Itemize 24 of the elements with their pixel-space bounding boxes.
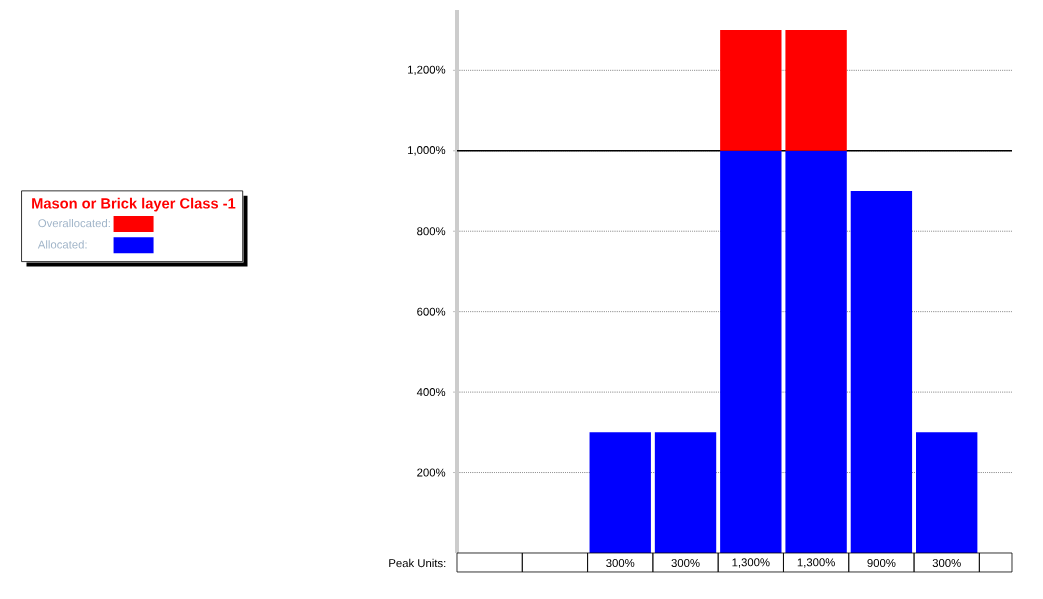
bar: [850, 190, 913, 553]
y-tick-label: 1,000%: [408, 146, 446, 156]
total-label: 300%: [671, 558, 700, 567]
y-tick-label: 1,200%: [408, 65, 446, 75]
y-tick-label: 200%: [417, 468, 446, 477]
legend-label: Allocated:: [37, 240, 87, 249]
total-label: 300%: [606, 558, 635, 567]
bar: [720, 30, 782, 151]
y-tick-label: 600%: [417, 307, 446, 316]
bar: [785, 150, 847, 553]
bar: [589, 432, 651, 553]
bar: [785, 30, 847, 151]
total-label: 1,300%: [797, 558, 835, 568]
total-label: 1,300%: [732, 558, 770, 568]
legend-title: Mason or Brick layer Class -1: [32, 197, 236, 212]
legend-label: Overallocated:: [38, 218, 110, 228]
bar: [916, 432, 978, 553]
total-label: 300%: [932, 558, 961, 567]
text: Peak Units:: [389, 558, 446, 568]
bar: [720, 150, 782, 553]
y-tick-label: 800%: [417, 227, 446, 236]
total-label: 900%: [867, 558, 896, 567]
bar: [654, 432, 717, 553]
y-tick-label: 400%: [416, 388, 446, 397]
